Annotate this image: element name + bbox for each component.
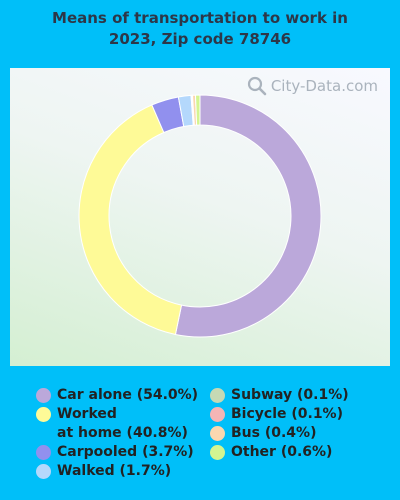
legend-item: Carpooled (3.7%) [36, 443, 194, 462]
legend-item: Bus (0.4%) [210, 424, 316, 443]
legend-item: Worked at home (40.8%) [36, 405, 188, 443]
watermark-text: City-Data.com [270, 77, 378, 95]
legend-label-line: Walked (1.7%) [57, 463, 172, 479]
legend-swatch [210, 388, 225, 403]
legend-label-line: Worked [57, 406, 117, 422]
chart-title-line-1: Means of transportation to work in [52, 9, 348, 27]
legend-item: Other (0.6%) [210, 443, 332, 462]
legend-label: Other (0.6%) [231, 443, 332, 462]
legend-item: Car alone (54.0%) [36, 386, 198, 405]
legend-label: Walked (1.7%) [57, 462, 171, 481]
legend-label: Bicycle (0.1%) [231, 405, 343, 424]
legend-label: Car alone (54.0%) [57, 386, 198, 405]
donut-slice-2 [78, 104, 183, 336]
legend-label-line: Other (0.6%) [231, 444, 333, 460]
legend-label-line: Car alone (54.0%) [57, 387, 199, 403]
legend-label-line: at home (40.8%) [57, 425, 188, 441]
legend-label: Bus (0.4%) [231, 424, 316, 443]
watermark: City-Data.com [247, 76, 378, 96]
legend-label: Worked at home (40.8%) [57, 405, 188, 443]
legend-swatch [210, 445, 225, 460]
legend-label: Carpooled (3.7%) [57, 443, 194, 462]
legend-swatch [36, 464, 51, 479]
chart-title: Means of transportation to work in 2023,… [0, 8, 400, 50]
legend-swatch [210, 426, 225, 441]
donut-slice-8 [194, 94, 201, 126]
legend-label: Subway (0.1%) [231, 386, 349, 405]
donut-chart [78, 94, 322, 338]
legend-label-line: Subway (0.1%) [231, 387, 349, 403]
chart-title-line-2: 2023, Zip code 78746 [108, 30, 292, 48]
legend-swatch [36, 445, 51, 460]
chart-panel: City-Data.com [10, 68, 390, 366]
legend-item: Bicycle (0.1%) [210, 405, 343, 424]
chart-legend: Car alone (54.0%) Worked at home (40.8%) Ca… [0, 384, 400, 494]
legend-label-line: Carpooled (3.7%) [57, 444, 194, 460]
donut-slice-1 [174, 94, 322, 338]
legend-swatch [36, 388, 51, 403]
legend-swatch [210, 407, 225, 422]
legend-item: Subway (0.1%) [210, 386, 349, 405]
legend-swatch [36, 407, 51, 422]
legend-label-line: Bus (0.4%) [231, 425, 317, 441]
legend-item: Walked (1.7%) [36, 462, 171, 481]
legend-label-line: Bicycle (0.1%) [231, 406, 343, 422]
magnifier-icon [247, 76, 267, 96]
